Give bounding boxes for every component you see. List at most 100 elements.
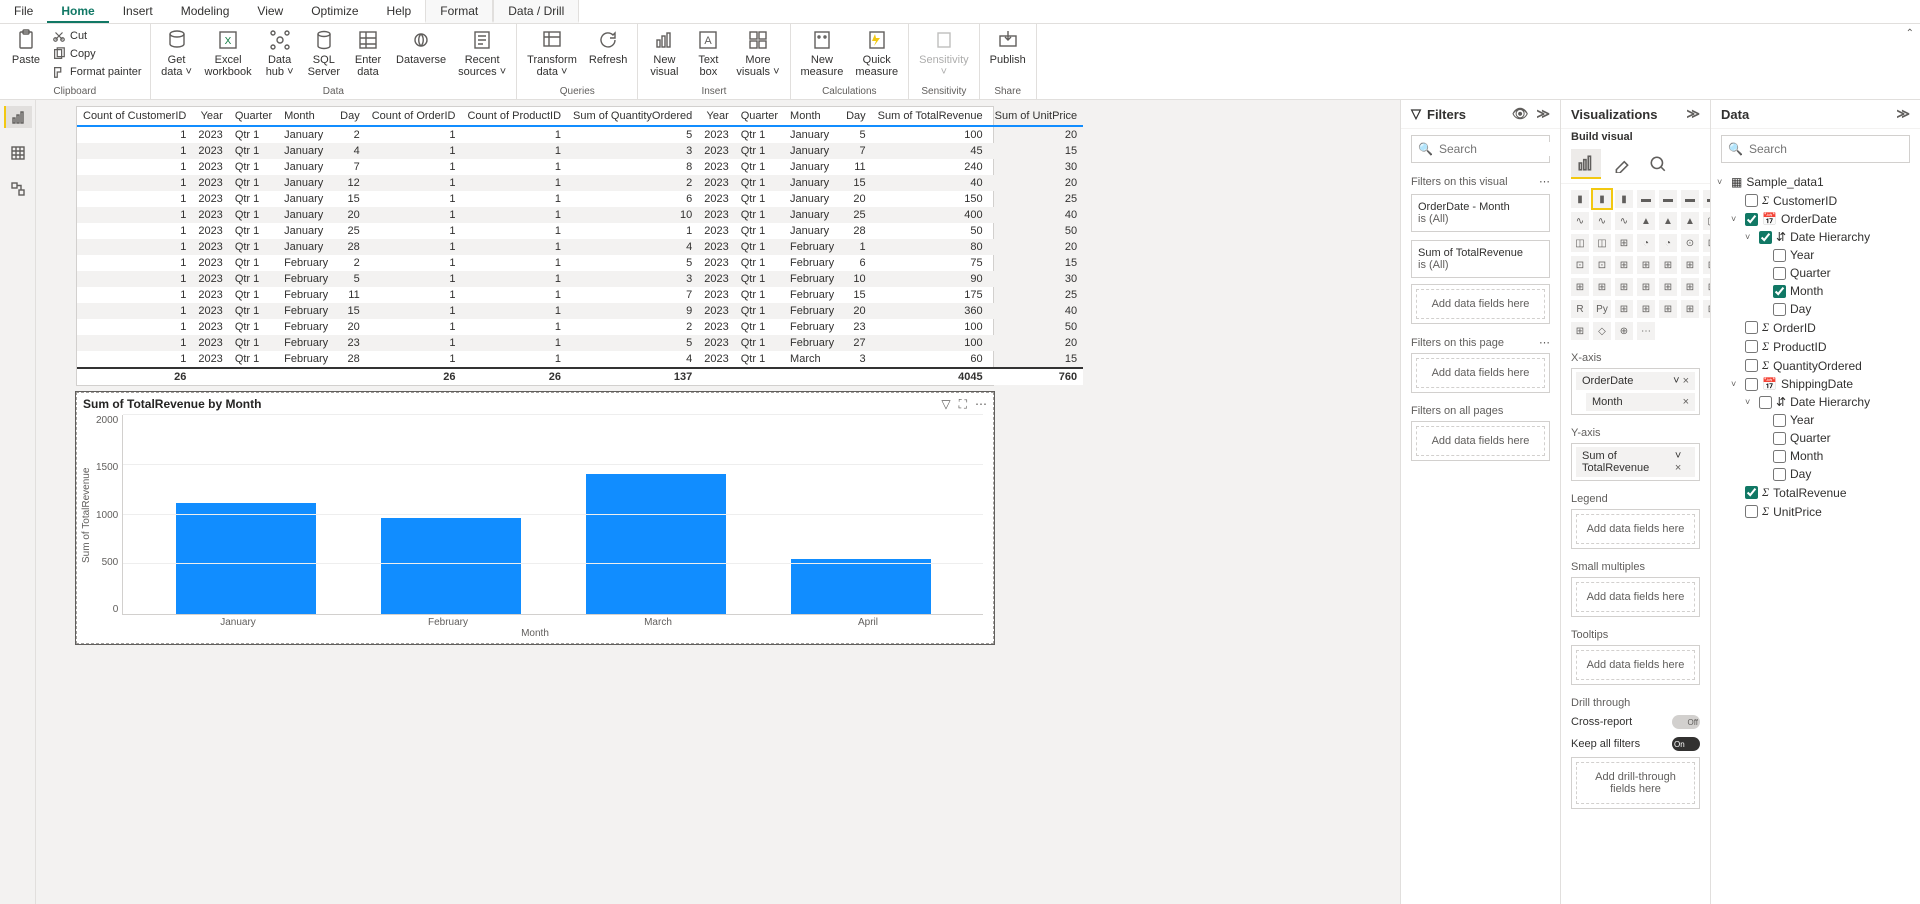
field-year[interactable]: Year	[1717, 246, 1914, 264]
menu-view[interactable]: View	[243, 0, 297, 23]
drill-well[interactable]: Add drill-through fields here	[1576, 762, 1695, 804]
x-axis-well[interactable]: OrderDate˅ × Month×	[1571, 368, 1700, 415]
table-visual[interactable]: Count of CustomerIDYearQuarterMonthDayCo…	[76, 106, 994, 386]
field-productid[interactable]: ΣProductID	[1717, 337, 1914, 356]
small-mult-well[interactable]: Add data fields here	[1576, 582, 1695, 612]
menu-data-drill[interactable]: Data / Drill	[493, 0, 579, 23]
viz-type-icon[interactable]: ⊞	[1659, 256, 1677, 274]
chart-bar[interactable]	[176, 503, 316, 614]
text-box-button[interactable]: AText box	[688, 26, 728, 80]
column-header[interactable]: Sum of QuantityOrdered	[567, 107, 698, 126]
viz-type-icon[interactable]: ⊞	[1637, 256, 1655, 274]
y-axis-well[interactable]: Sum of TotalRevenue˅ ×	[1571, 443, 1700, 481]
viz-type-icon[interactable]: ⊞	[1615, 234, 1633, 252]
add-filter-page[interactable]: Add data fields here	[1416, 358, 1545, 388]
more-icon[interactable]: ⋯	[1539, 175, 1550, 188]
menu-format[interactable]: Format	[425, 0, 493, 23]
table-row[interactable]: 12023Qtr 1February51132023Qtr 1February1…	[77, 271, 1083, 287]
remove-field-icon[interactable]: ×	[1683, 375, 1689, 387]
filters-search[interactable]: 🔍	[1411, 135, 1550, 163]
data-hub-button[interactable]: Data hub ˅	[260, 26, 300, 80]
viz-type-icon[interactable]: ▮	[1593, 190, 1611, 208]
new-visual-button[interactable]: New visual	[644, 26, 684, 80]
viz-type-icon[interactable]: ▲	[1637, 212, 1655, 230]
remove-field-icon[interactable]: ×	[1675, 462, 1681, 474]
table-row[interactable]: 12023Qtr 1January121122023Qtr 1January15…	[77, 175, 1083, 191]
viz-type-icon[interactable]: ⊞	[1659, 300, 1677, 318]
viz-type-icon[interactable]: ⊞	[1615, 300, 1633, 318]
viz-type-icon[interactable]: ▮	[1571, 190, 1589, 208]
menu-help[interactable]: Help	[373, 0, 426, 23]
field-ship-hierarchy[interactable]: ˅⇵Date Hierarchy	[1717, 393, 1914, 411]
viz-type-icon[interactable]: ▲	[1659, 212, 1677, 230]
column-header[interactable]: Year	[192, 107, 228, 126]
report-canvas[interactable]: Count of CustomerIDYearQuarterMonthDayCo…	[36, 100, 1400, 904]
viz-type-icon[interactable]: ▬	[1637, 190, 1655, 208]
table-row[interactable]: 12023Qtr 1February151192023Qtr 1February…	[77, 303, 1083, 319]
data-search[interactable]: 🔍	[1721, 135, 1910, 163]
collapse-data-icon[interactable]: ≫	[1896, 106, 1910, 122]
new-measure-button[interactable]: New measure	[797, 26, 848, 80]
viz-type-icon[interactable]: ◫	[1593, 234, 1611, 252]
model-view-icon[interactable]	[4, 178, 32, 200]
ribbon-collapse-icon[interactable]: ⌃	[1906, 28, 1914, 39]
field-month[interactable]: Month	[1717, 282, 1914, 300]
table-row[interactable]: 12023Qtr 1January151162023Qtr 1January20…	[77, 191, 1083, 207]
chevron-down-icon[interactable]: ˅	[1675, 450, 1681, 462]
field-orderid[interactable]: ΣOrderID	[1717, 318, 1914, 337]
publish-button[interactable]: Publish	[986, 26, 1030, 68]
tooltips-well[interactable]: Add data fields here	[1576, 650, 1695, 680]
quick-measure-button[interactable]: Quick measure	[851, 26, 902, 80]
add-filter-visual[interactable]: Add data fields here	[1416, 289, 1545, 319]
column-header[interactable]: Quarter	[735, 107, 784, 126]
column-header[interactable]: Month	[278, 107, 334, 126]
more-options-icon[interactable]: ⋯	[975, 397, 987, 412]
viz-type-icon[interactable]: ⊕	[1615, 322, 1633, 340]
keep-filters-toggle[interactable]: On	[1672, 737, 1700, 751]
viz-type-icon[interactable]: ⊞	[1637, 278, 1655, 296]
data-view-icon[interactable]	[4, 142, 32, 164]
field-quarter[interactable]: Quarter	[1717, 264, 1914, 282]
viz-type-icon[interactable]: ⊞	[1615, 278, 1633, 296]
sql-server-button[interactable]: SQL Server	[304, 26, 344, 80]
field-totalrevenue[interactable]: ΣTotalRevenue	[1717, 483, 1914, 502]
viz-type-icon[interactable]: Py	[1593, 300, 1611, 318]
more-icon[interactable]: ⋯	[1539, 336, 1550, 349]
table-row[interactable]: 12023Qtr 1February21152023Qtr 1February6…	[77, 255, 1083, 271]
table-row[interactable]: 12023Qtr 1February201122023Qtr 1February…	[77, 319, 1083, 335]
field-ship-month[interactable]: Month	[1717, 447, 1914, 465]
filter-card-orderdate[interactable]: OrderDate - Month is (All)	[1411, 194, 1550, 232]
viz-type-icon[interactable]: ⊞	[1571, 278, 1589, 296]
get-data-button[interactable]: Get data ˅	[157, 26, 197, 80]
chevron-down-icon[interactable]: ˅	[1673, 375, 1679, 387]
report-view-icon[interactable]	[4, 106, 32, 128]
paste-button[interactable]: Paste	[6, 26, 46, 68]
field-customerid[interactable]: ΣCustomerID	[1717, 191, 1914, 210]
viz-type-icon[interactable]: ▬	[1681, 190, 1699, 208]
menu-optimize[interactable]: Optimize	[297, 0, 372, 23]
column-header[interactable]: Quarter	[229, 107, 278, 126]
viz-type-icon[interactable]: ⊞	[1681, 278, 1699, 296]
menu-modeling[interactable]: Modeling	[167, 0, 244, 23]
build-visual-tab-icon[interactable]	[1571, 149, 1601, 179]
viz-type-icon[interactable]: ⊞	[1681, 300, 1699, 318]
field-unitprice[interactable]: ΣUnitPrice	[1717, 502, 1914, 521]
column-header[interactable]: Month	[784, 107, 840, 126]
refresh-button[interactable]: Refresh	[585, 26, 632, 68]
collapse-viz-icon[interactable]: ≫	[1686, 106, 1700, 122]
viz-type-icon[interactable]: ⊞	[1637, 300, 1655, 318]
viz-type-icon[interactable]: ◫	[1571, 234, 1589, 252]
chart-bar[interactable]	[381, 518, 521, 614]
viz-type-icon[interactable]: ∿	[1571, 212, 1589, 230]
table-row[interactable]: 12023Qtr 1February111172023Qtr 1February…	[77, 287, 1083, 303]
column-header[interactable]: Count of CustomerID	[77, 107, 192, 126]
field-orderdate[interactable]: ˅📅OrderDate	[1717, 210, 1914, 228]
menu-home[interactable]: Home	[47, 0, 108, 23]
eye-icon[interactable]: 👁	[1512, 106, 1529, 122]
column-header[interactable]: Year	[698, 107, 734, 126]
table-row[interactable]: 12023Qtr 1January2011102023Qtr 1January2…	[77, 207, 1083, 223]
viz-type-icon[interactable]: ⊙	[1681, 234, 1699, 252]
viz-type-icon[interactable]: ⊞	[1615, 256, 1633, 274]
field-ship-quarter[interactable]: Quarter	[1717, 429, 1914, 447]
column-header[interactable]: Day	[334, 107, 366, 126]
